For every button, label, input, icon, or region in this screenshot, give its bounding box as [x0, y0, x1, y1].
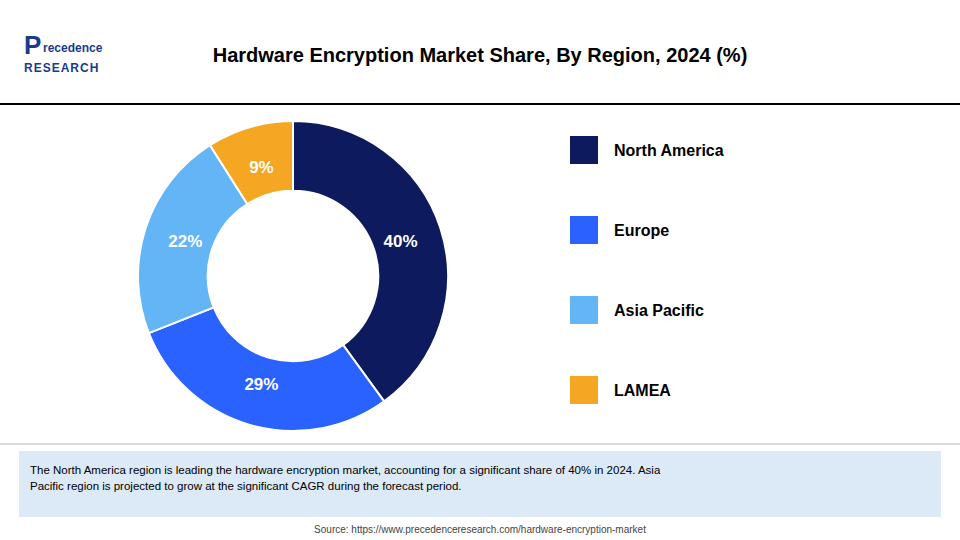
footnote-line: The North America region is leading the … [30, 464, 661, 476]
legend-label: LAMEA [614, 382, 671, 399]
legend: North America Europe Asia Pacific LAMEA [570, 136, 724, 404]
chart-root: Precedence RESEARCH Hardware Encryption Ma… [0, 0, 960, 540]
legend-item: Europe [570, 216, 669, 244]
chart-title: Hardware Encryption Market Share, By Reg… [213, 44, 748, 66]
slice [210, 121, 293, 204]
logo-subword: RESEARCH [24, 61, 99, 75]
logo-word: recedence [43, 41, 103, 55]
legend-label: Europe [614, 222, 669, 239]
header-rule [0, 103, 960, 105]
legend-label: Asia Pacific [614, 302, 704, 319]
legend-item: LAMEA [570, 376, 671, 404]
note-rule [0, 443, 960, 445]
source: Source: https://www.precedenceresearch.c… [314, 524, 646, 535]
data-label: 29% [244, 375, 278, 394]
footnote: The North America region is leading the … [30, 464, 661, 492]
slice [149, 307, 384, 431]
logo: Precedence RESEARCH [24, 30, 103, 75]
slices [138, 121, 448, 431]
data-labels: 40% 29% 22% 9% [168, 158, 417, 394]
footnote-line: Pacific region is projected to grow at t… [30, 480, 461, 492]
legend-swatch [570, 376, 598, 404]
legend-item: Asia Pacific [570, 296, 704, 324]
legend-item: North America [570, 136, 724, 164]
logo-initial: P [24, 30, 41, 60]
data-label: 22% [168, 232, 202, 251]
legend-swatch [570, 136, 598, 164]
data-label: 9% [249, 158, 274, 177]
legend-swatch [570, 296, 598, 324]
data-label: 40% [384, 232, 418, 251]
note-box [19, 451, 941, 517]
legend-label: North America [614, 142, 724, 159]
donut: 40% 29% 22% 9% [138, 121, 448, 431]
legend-swatch [570, 216, 598, 244]
